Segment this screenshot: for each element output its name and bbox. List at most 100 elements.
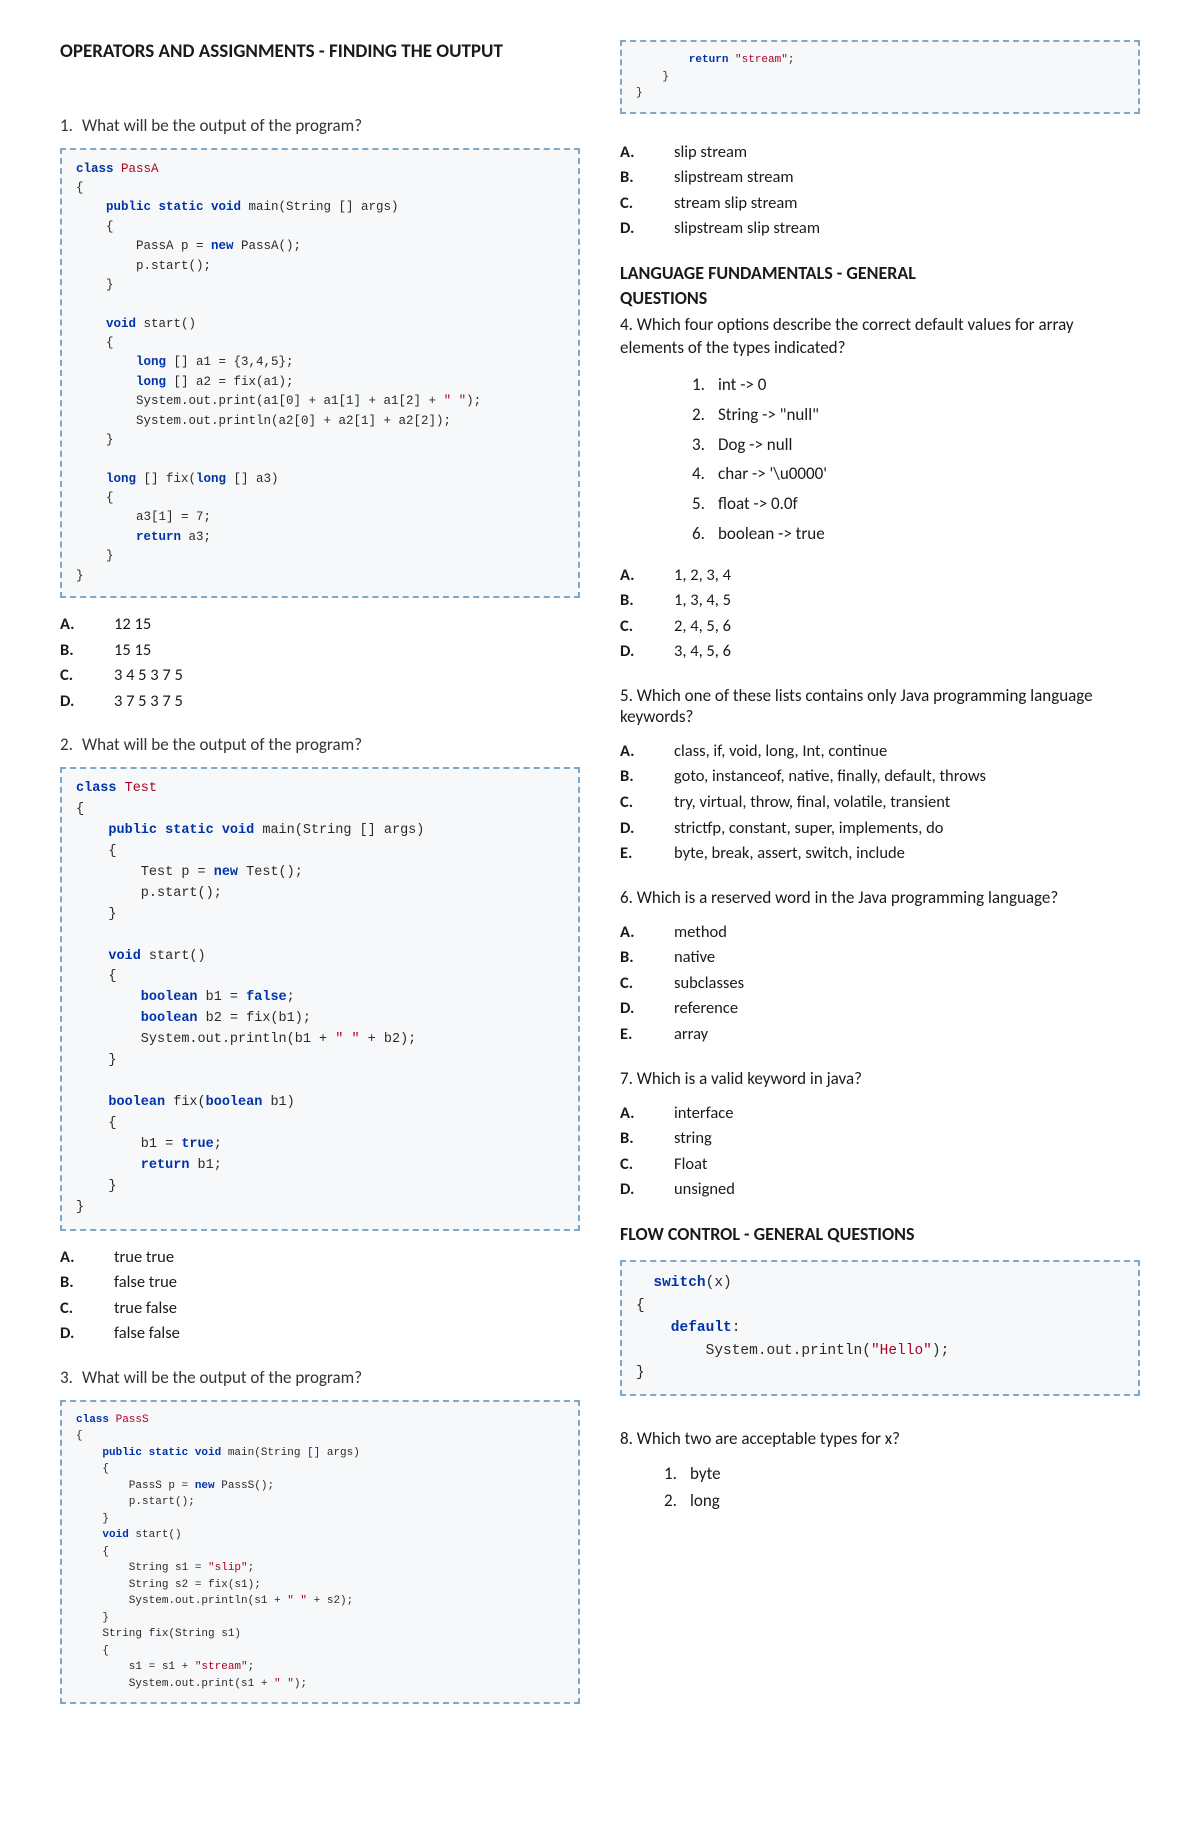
code-block-2: class Test { public static void main(Str… [60,767,580,1230]
heading-operators: OPERATORS AND ASSIGNMENTS - FINDING THE … [60,40,580,65]
ans-val: Float [674,1152,1140,1178]
code-block-3: class PassS { public static void main(St… [60,1400,580,1705]
answers-7: A.interface B.string C.Float D.unsigned [620,1101,1140,1203]
ans-letter: D. [620,816,674,842]
ans-val: try, virtual, throw, final, volatile, tr… [674,790,1140,816]
opt: long [690,1490,720,1511]
q8: 8. Which two are acceptable types for x? [620,1428,1140,1449]
opt: byte [690,1463,721,1484]
ans-letter: D. [620,996,674,1022]
q4-options-list: 1.int -> 0 2.String -> "null" 3.Dog -> n… [692,370,1140,549]
ans-letter: B. [60,638,114,664]
ans-val: slip stream [674,140,1140,166]
heading-flow-control: FLOW CONTROL - GENERAL QUESTIONS [620,1223,1140,1246]
ans-val: native [674,945,1140,971]
q3-num: 3. [60,1367,82,1388]
answers-3: A.slip stream B.slipstream stream C.stre… [620,140,1140,242]
ans-letter: B. [620,1126,674,1152]
ans-letter: B. [620,764,674,790]
answers-4: A.1, 2, 3, 4 B.1, 3, 4, 5 C.2, 4, 5, 6 D… [620,563,1140,665]
opt: String -> "null" [718,404,819,425]
ans-val: reference [674,996,1140,1022]
q2-num: 2. [60,734,82,755]
ans-letter: A. [60,612,114,638]
ans-letter: E. [620,841,674,867]
ans-letter: A. [620,1101,674,1127]
ans-val: strictfp, constant, super, implements, d… [674,816,1140,842]
ans-val: true false [114,1296,580,1322]
q1-text: What will be the output of the program? [82,115,362,136]
code-block-1: class PassA { public static void main(St… [60,148,580,598]
ans-val: interface [674,1101,1140,1127]
answers-2: A.true true B.false true C.true false D.… [60,1245,580,1347]
q4-num: 4. [620,314,633,335]
opt: int -> 0 [718,374,766,395]
ans-letter: E. [620,1022,674,1048]
ans-letter: C. [620,790,674,816]
opt: float -> 0.0f [718,493,798,514]
code-block-3-cont: return "stream"; } } [620,40,1140,114]
ans-val: stream slip stream [674,191,1140,217]
ans-letter: C. [60,663,114,689]
ans-letter: C. [60,1296,114,1322]
ans-val: 15 15 [114,638,580,664]
ans-letter: D. [620,639,674,665]
ans-letter: C. [620,1152,674,1178]
heading-lang-fund-b: QUESTIONS [620,287,1140,310]
ans-letter: B. [620,945,674,971]
ans-val: true true [114,1245,580,1271]
q2-text: What will be the output of the program? [82,734,362,755]
q1: 1.What will be the output of the program… [60,115,580,136]
right-column: return "stream"; } } A.slip stream B.sli… [620,40,1140,1718]
ans-val: slipstream slip stream [674,216,1140,242]
ans-letter: A. [620,920,674,946]
ans-letter: C. [620,614,674,640]
opt: Dog -> null [718,434,792,455]
ans-val: class, if, void, long, Int, continue [674,739,1140,765]
ans-letter: A. [60,1245,114,1271]
ans-letter: A. [620,563,674,589]
opt: char -> '\u0000' [718,463,827,484]
q7: 7. Which is a valid keyword in java? [620,1068,1140,1089]
left-column: OPERATORS AND ASSIGNMENTS - FINDING THE … [60,40,580,1718]
ans-val: array [674,1022,1140,1048]
ans-val: 1, 2, 3, 4 [674,563,1140,589]
ans-val: 1, 3, 4, 5 [674,588,1140,614]
q6: 6. Which is a reserved word in the Java … [620,887,1140,908]
two-column-layout: OPERATORS AND ASSIGNMENTS - FINDING THE … [60,40,1140,1718]
q3-text: What will be the output of the program? [82,1367,362,1388]
q5: 5. Which one of these lists contains onl… [620,685,1140,727]
answers-6: A.method B.native C.subclasses D.referen… [620,920,1140,1048]
ans-val: 3 7 5 3 7 5 [114,689,580,715]
ans-letter: B. [620,588,674,614]
q1-num: 1. [60,115,82,136]
ans-val: method [674,920,1140,946]
ans-letter: D. [60,1321,114,1347]
q8-options-list: 1.byte 2.long [664,1461,1140,1514]
opt: boolean -> true [718,523,825,544]
ans-val: string [674,1126,1140,1152]
ans-val: slipstream stream [674,165,1140,191]
ans-val: 2, 4, 5, 6 [674,614,1140,640]
ans-letter: D. [60,689,114,715]
heading-lang-fund-a: LANGUAGE FUNDAMENTALS - GENERAL [620,262,1140,285]
ans-val: 3 4 5 3 7 5 [114,663,580,689]
ans-val: unsigned [674,1177,1140,1203]
ans-letter: A. [620,140,674,166]
answers-5: A.class, if, void, long, Int, continue B… [620,739,1140,867]
ans-letter: C. [620,191,674,217]
ans-letter: B. [620,165,674,191]
ans-val: false true [114,1270,580,1296]
ans-letter: A. [620,739,674,765]
ans-letter: B. [60,1270,114,1296]
ans-val: subclasses [674,971,1140,997]
ans-val: 3, 4, 5, 6 [674,639,1140,665]
q4-text: Which four options describe the correct … [620,314,1074,359]
ans-letter: D. [620,1177,674,1203]
answers-1: A.12 15 B.15 15 C.3 4 5 3 7 5 D.3 7 5 3 … [60,612,580,714]
q2: 2.What will be the output of the program… [60,734,580,755]
q4: 4. Which four options describe the corre… [620,313,1140,361]
ans-val: goto, instanceof, native, finally, defau… [674,764,1140,790]
ans-val: 12 15 [114,612,580,638]
ans-letter: C. [620,971,674,997]
